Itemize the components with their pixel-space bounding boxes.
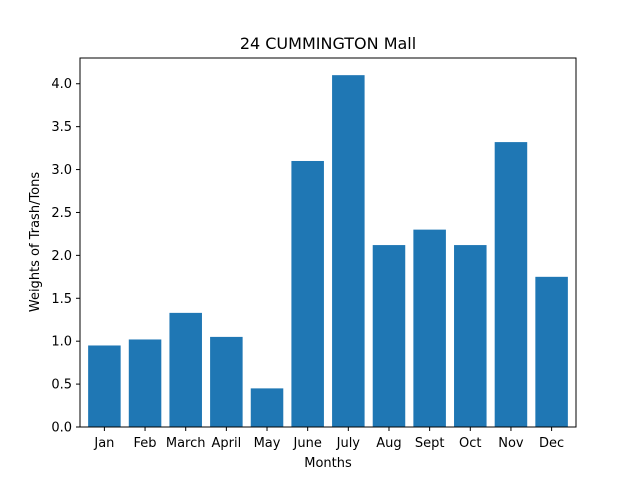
bar-sept (413, 229, 446, 427)
bar-march (169, 312, 202, 427)
x-tick-label: Sept (415, 436, 445, 451)
bar-may (250, 388, 284, 427)
x-tick-label: Aug (376, 436, 401, 451)
x-tick-label: Feb (134, 436, 157, 451)
bar-july (332, 75, 365, 428)
y-tick-label: 1.5 (51, 292, 72, 307)
bar-feb (128, 339, 162, 427)
x-tick-label: April (212, 436, 242, 451)
y-tick-label: 3.0 (51, 163, 72, 178)
y-tick-label: 1.0 (51, 335, 72, 350)
bar-aug (372, 245, 406, 427)
y-tick-label: 4.0 (51, 77, 72, 92)
plot-frame (79, 57, 577, 428)
x-tick-label: Dec (539, 436, 564, 451)
x-axis-label: Months (304, 456, 352, 471)
y-tick-label: 0.0 (51, 421, 72, 436)
x-tick-label: Jan (93, 436, 114, 451)
y-tick-label: 2.0 (51, 249, 72, 264)
bar-dec (535, 276, 568, 427)
bar-jan (88, 345, 121, 427)
y-tick-label: 2.5 (51, 206, 72, 221)
bar-april (210, 336, 243, 427)
y-axis-label: Weights of Trash/Tons (28, 172, 43, 313)
bar-oct (454, 245, 487, 427)
x-tick-label: Nov (498, 436, 524, 451)
x-tick-label: July (336, 436, 361, 451)
y-axis: 0.0 0.5 1.0 1.5 2.0 2.5 3.0 3.5 4.0 (51, 77, 80, 436)
y-tick-label: 3.5 (51, 120, 72, 135)
chart-title: 24 CUMMINGTON Mall (240, 34, 416, 53)
x-axis: Jan Feb March April May June July Aug Sept Oct Nov… (93, 427, 564, 451)
x-tick-label: March (166, 436, 206, 451)
x-tick-label: Oct (459, 436, 481, 451)
bar-nov (494, 142, 528, 428)
y-tick-label: 0.5 (51, 378, 72, 393)
bar-june (291, 160, 324, 427)
x-tick-label: May (254, 436, 281, 451)
x-tick-label: June (293, 436, 322, 451)
bars-group (88, 75, 568, 428)
